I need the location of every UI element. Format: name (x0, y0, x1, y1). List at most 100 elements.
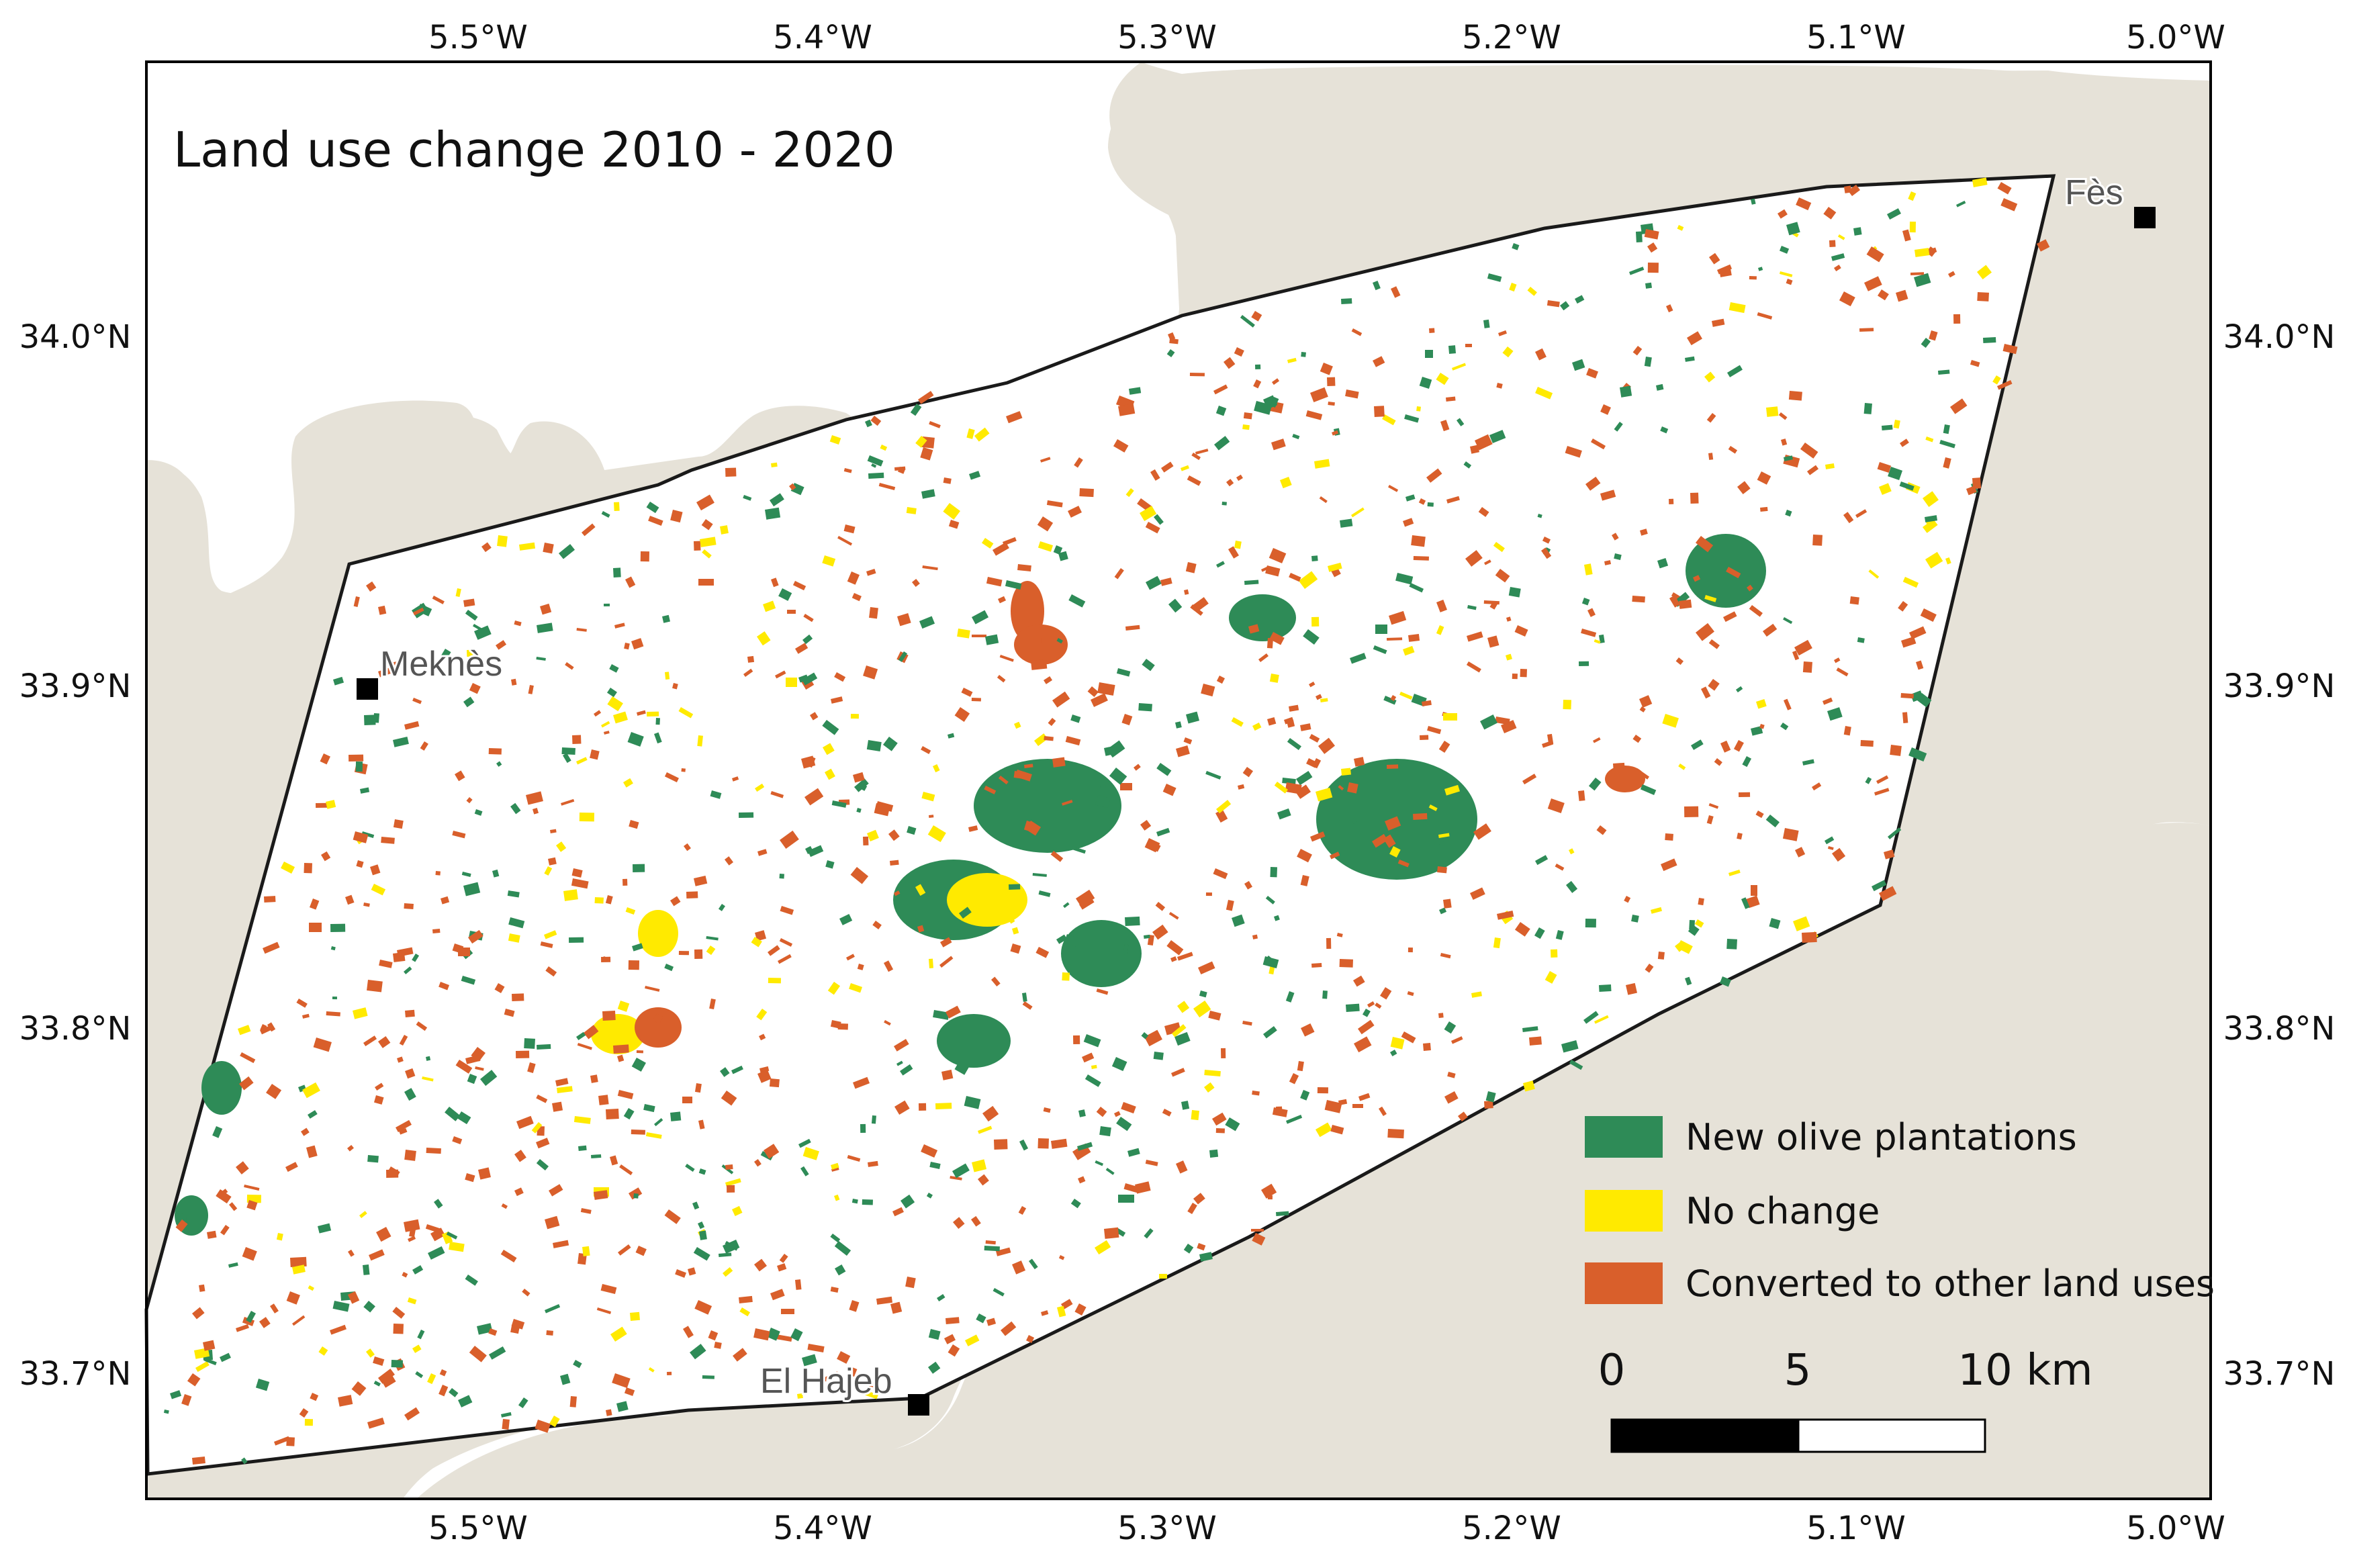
land-use-patch (721, 1091, 737, 1106)
land-use-patch (918, 391, 934, 404)
city-marker-icon (357, 678, 378, 700)
land-use-patch (1214, 436, 1230, 451)
land-use-patch (1896, 289, 1908, 302)
land-use-patch (1781, 439, 1788, 446)
land-use-patch (1226, 479, 1234, 487)
land-use-patch (1010, 943, 1021, 954)
land-use-patch (1779, 271, 1793, 277)
land-use-patch (1403, 645, 1415, 656)
land-use-patch (473, 625, 492, 640)
land-use-patch (1155, 901, 1166, 911)
lat-ticks-right: 34.0°N 33.9°N 33.8°N 33.7°N (2223, 318, 2336, 1393)
land-use-patch (831, 800, 847, 808)
land-use-patch (369, 1249, 385, 1261)
land-use-patch (665, 672, 670, 680)
land-use-patch (1624, 896, 1631, 903)
land-use-patch (1181, 1101, 1190, 1110)
land-use-patch (780, 906, 794, 915)
land-use-patch (1389, 610, 1407, 625)
land-use-patch (240, 1457, 248, 1465)
land-use-patch (494, 983, 505, 994)
land-use-patch (1908, 747, 1927, 762)
land-use-patch (780, 830, 799, 849)
land-use-patch (594, 1190, 608, 1200)
land-use-patch (986, 577, 1003, 587)
land-use-patch (1187, 1203, 1197, 1214)
land-use-patch (1310, 831, 1326, 842)
land-use-patch (984, 1245, 1000, 1252)
land-use-patch (571, 735, 582, 744)
land-use-patch (1920, 608, 1937, 622)
land-use-patch (326, 800, 336, 809)
land-use-patch (1238, 784, 1245, 790)
land-use-patch (1436, 625, 1444, 635)
land-use-patch (725, 467, 737, 477)
land-use-patch (1466, 661, 1481, 673)
land-use-patch (602, 1011, 616, 1021)
land-use-patch (393, 737, 409, 747)
land-use-patch (628, 960, 639, 970)
land-use-patch (397, 947, 414, 957)
land-use-patch (1160, 578, 1172, 586)
land-use-patch (515, 1050, 530, 1058)
land-use-patch (1675, 941, 1686, 952)
land-use-patch (1509, 283, 1517, 292)
land-use-patch (953, 1217, 965, 1229)
land-use-patch (1411, 535, 1426, 547)
land-use-patch (1052, 691, 1070, 708)
land-use-patch (1726, 567, 1741, 579)
land-use-patch (1367, 1001, 1375, 1008)
land-use-patch (317, 1223, 332, 1234)
land-use-patch (732, 1348, 747, 1362)
land-use-patch (1788, 391, 1802, 401)
land-use-patch (1300, 723, 1311, 731)
land-use-patch (1493, 542, 1505, 553)
land-use-patch (452, 1136, 463, 1144)
land-use-patch (1358, 1093, 1371, 1101)
land-use-patch (892, 1207, 904, 1217)
land-use-patch (296, 999, 308, 1008)
land-use-patch (1268, 548, 1287, 563)
land-use-patch (1547, 300, 1560, 308)
land-use-patch (764, 1144, 780, 1159)
land-use-patch (685, 1164, 695, 1172)
land-use-patch (1267, 717, 1277, 726)
land-use-patch (1751, 885, 1757, 896)
land-use-patch (1274, 782, 1288, 794)
land-use-patch (413, 607, 424, 616)
land-use-patch (519, 542, 536, 551)
land-use-patch (1929, 330, 1938, 341)
land-use-patch (1111, 1056, 1127, 1072)
land-use-patch (865, 419, 872, 428)
land-use-patch (867, 455, 884, 467)
land-use-patch (1350, 507, 1365, 518)
land-use-patch (304, 863, 312, 874)
land-use-cluster (1014, 625, 1068, 665)
land-use-patch (710, 790, 722, 799)
land-use-patch (1909, 222, 1916, 233)
land-use-patch (827, 982, 841, 995)
land-use-patch (768, 978, 781, 984)
land-use-patch (1113, 439, 1129, 453)
land-use-patch (203, 1340, 216, 1351)
land-use-patch (1331, 430, 1339, 436)
land-use-patch (1204, 1069, 1221, 1077)
land-use-patch (1145, 522, 1160, 534)
land-use-patch (613, 502, 620, 511)
land-use-patch (568, 937, 584, 943)
land-use-patch (1769, 917, 1781, 929)
land-use-patch (404, 1088, 416, 1101)
land-use-patch (853, 1076, 870, 1089)
land-use-patch (1439, 907, 1447, 915)
land-use-patch (1153, 1052, 1164, 1060)
land-use-patch (316, 802, 328, 808)
land-use-patch (582, 1246, 590, 1256)
land-use-patch (1051, 1138, 1068, 1149)
land-use-patch (1037, 1138, 1049, 1149)
land-use-patch (1665, 833, 1673, 841)
land-use-patch (1201, 684, 1215, 697)
land-use-patch (894, 890, 901, 896)
land-use-patch (1698, 898, 1704, 906)
land-use-patch (426, 1148, 441, 1154)
land-use-patch (1613, 762, 1625, 768)
